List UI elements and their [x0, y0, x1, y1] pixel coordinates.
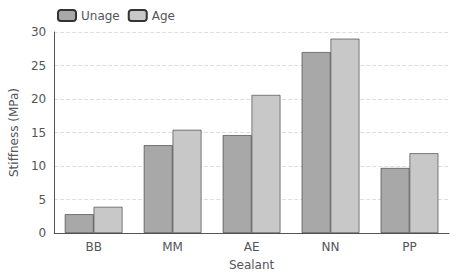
svg-text:AE: AE [244, 240, 260, 254]
svg-text:PP: PP [402, 240, 416, 254]
svg-text:25: 25 [31, 59, 46, 73]
svg-text:Stiffness (MPa): Stiffness (MPa) [7, 88, 21, 177]
svg-text:Age: Age [152, 9, 175, 23]
svg-text:30: 30 [31, 25, 46, 39]
svg-text:Sealant: Sealant [229, 258, 275, 272]
svg-text:BB: BB [85, 240, 101, 254]
svg-text:5: 5 [39, 193, 47, 207]
svg-text:NN: NN [322, 240, 340, 254]
svg-text:20: 20 [31, 92, 46, 106]
svg-text:Unage: Unage [81, 9, 120, 23]
svg-text:MM: MM [162, 240, 183, 254]
svg-text:0: 0 [39, 226, 47, 240]
svg-text:10: 10 [31, 159, 46, 173]
svg-text:15: 15 [31, 126, 46, 140]
